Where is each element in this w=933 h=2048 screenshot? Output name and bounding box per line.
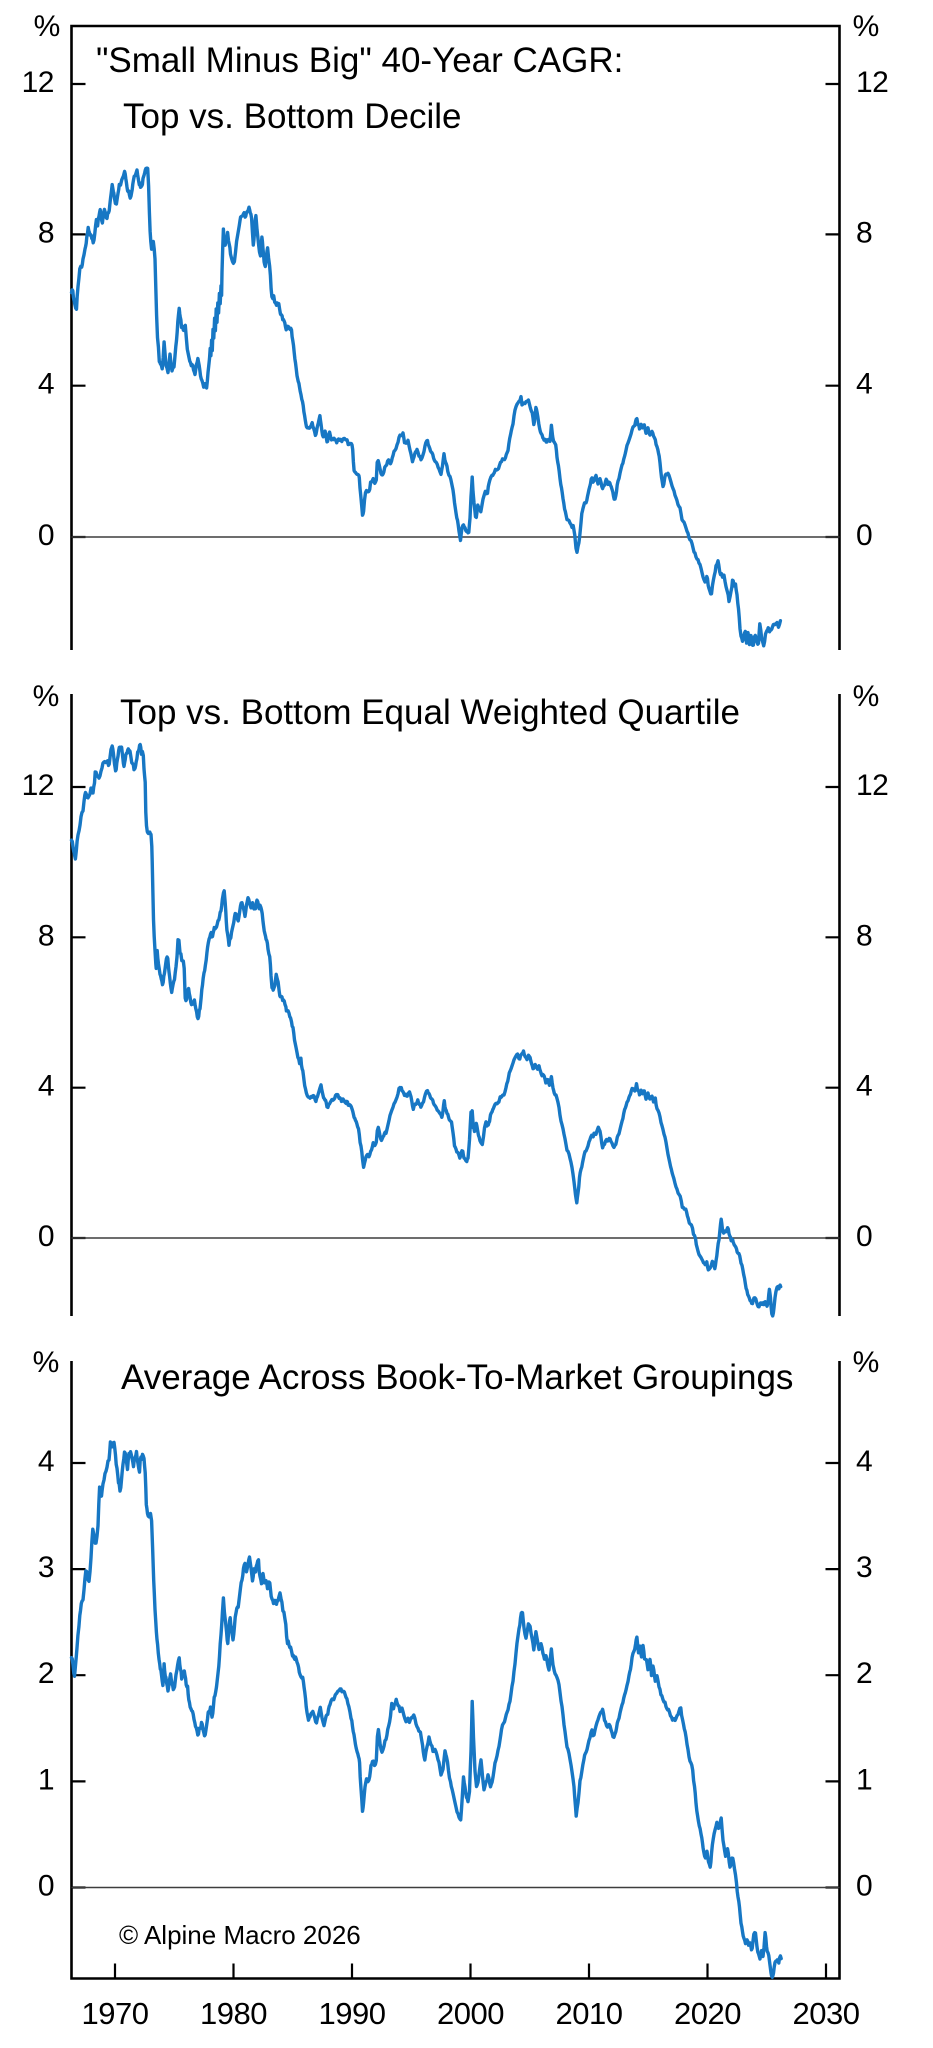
svg-text:1: 1 bbox=[38, 1763, 54, 1796]
svg-text:2000: 2000 bbox=[437, 1996, 504, 2031]
svg-text:0: 0 bbox=[38, 519, 54, 552]
svg-text:4: 4 bbox=[856, 368, 872, 401]
svg-text:%: % bbox=[853, 1346, 880, 1379]
svg-text:2: 2 bbox=[38, 1657, 54, 1690]
svg-text:12: 12 bbox=[22, 769, 54, 802]
svg-text:1980: 1980 bbox=[200, 1996, 267, 2031]
svg-text:12: 12 bbox=[856, 769, 888, 802]
svg-text:0: 0 bbox=[856, 1870, 872, 1903]
svg-text:2: 2 bbox=[856, 1657, 872, 1690]
svg-text:0: 0 bbox=[856, 519, 872, 552]
svg-text:%: % bbox=[34, 10, 61, 43]
svg-text:1: 1 bbox=[856, 1763, 872, 1796]
svg-text:Average Across Book-To-Market: Average Across Book-To-Market Groupings bbox=[121, 1358, 793, 1397]
svg-text:1990: 1990 bbox=[319, 1996, 386, 2031]
svg-text:3: 3 bbox=[856, 1551, 872, 1584]
svg-text:1970: 1970 bbox=[82, 1996, 149, 2031]
svg-text:%: % bbox=[33, 680, 60, 713]
svg-text:8: 8 bbox=[856, 919, 872, 952]
svg-text:12: 12 bbox=[856, 66, 888, 99]
svg-text:0: 0 bbox=[38, 1220, 54, 1253]
svg-text:%: % bbox=[853, 680, 880, 713]
svg-text:0: 0 bbox=[38, 1870, 54, 1903]
svg-text:2020: 2020 bbox=[674, 1996, 741, 2031]
svg-text:4: 4 bbox=[38, 368, 54, 401]
svg-text:© Alpine Macro 2026: © Alpine Macro 2026 bbox=[119, 1920, 361, 1950]
svg-text:12: 12 bbox=[22, 66, 54, 99]
svg-text:8: 8 bbox=[38, 919, 54, 952]
svg-text:4: 4 bbox=[38, 1445, 54, 1478]
svg-text:0: 0 bbox=[856, 1220, 872, 1253]
svg-text:Top vs. Bottom Decile: Top vs. Bottom Decile bbox=[123, 97, 461, 136]
svg-text:8: 8 bbox=[38, 216, 54, 249]
svg-text:Top vs. Bottom Equal Weighted: Top vs. Bottom Equal Weighted Quartile bbox=[120, 693, 740, 732]
svg-text:%: % bbox=[33, 1346, 60, 1379]
svg-text:4: 4 bbox=[856, 1445, 872, 1478]
svg-text:4: 4 bbox=[856, 1070, 872, 1103]
svg-text:2030: 2030 bbox=[793, 1996, 860, 2031]
svg-text:2010: 2010 bbox=[556, 1996, 623, 2031]
svg-text:%: % bbox=[853, 10, 880, 43]
svg-text:"Small Minus Big" 40-Year CAGR: "Small Minus Big" 40-Year CAGR: bbox=[96, 41, 623, 80]
svg-text:8: 8 bbox=[856, 216, 872, 249]
svg-text:4: 4 bbox=[38, 1070, 54, 1103]
svg-text:3: 3 bbox=[38, 1551, 54, 1584]
